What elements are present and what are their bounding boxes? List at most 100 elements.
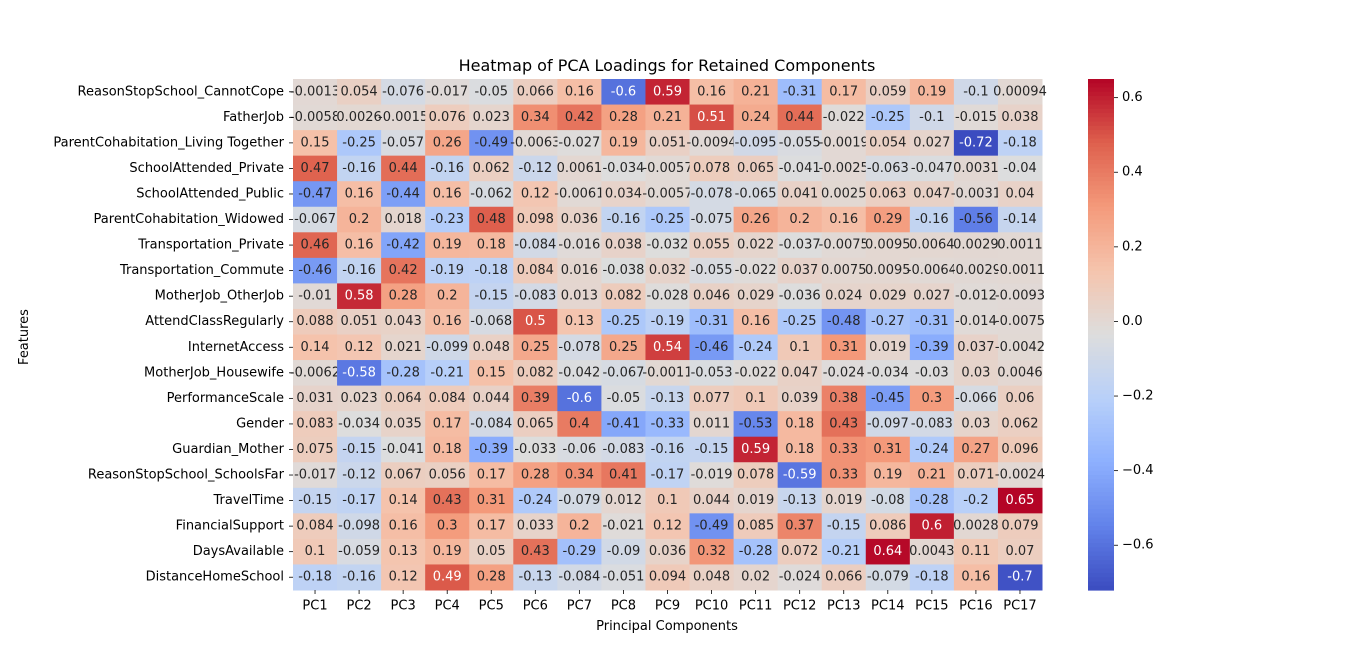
cell-value-label: -0.6 [611,84,636,99]
colorbar-segment [1088,466,1114,472]
chart-title: Heatmap of PCA Loadings for Retained Com… [459,56,876,75]
cell-value-label: -0.42 [386,238,420,253]
heatmap-cell [689,564,735,591]
heatmap-cell [513,308,558,335]
heatmap-cell [865,283,911,310]
colorbar-segment [1088,368,1114,374]
cell-value-label: -0.015 [955,110,997,125]
cell-value-label: -0.19 [651,314,685,329]
heatmap-cell [381,104,426,131]
cell-value-label: 0.2 [789,212,810,227]
cell-value-label: 0.029 [737,289,774,304]
colorbar-segment [1088,385,1114,391]
heatmap-cell [733,283,779,310]
cell-value-label: 0.19 [609,135,638,150]
heatmap-cell [601,79,646,106]
cell-value-label: 0.078 [693,161,730,176]
cell-value-label: 0.16 [741,314,770,329]
cell-value-label: 0.43 [829,416,858,431]
cell-value-label: 0.023 [473,110,510,125]
colorbar-segment [1088,185,1114,191]
cell-value-label: 0.023 [340,391,377,406]
row-label: ReasonStopSchool_SchoolsFar [88,468,285,483]
cell-value-label: 0.038 [605,238,642,253]
cell-value-label: 0.13 [389,544,418,559]
heatmap-cell [425,206,470,233]
heatmap-cell [865,257,911,284]
heatmap-cell [293,104,338,131]
heatmap-cell [733,360,779,387]
colorbar-segment [1088,526,1114,531]
heatmap-cell [513,181,558,208]
cell-value-label: -0.068 [470,314,512,329]
colorbar-segment [1088,462,1114,468]
colorbar-segment [1088,219,1114,225]
cell-value-label: 0.32 [697,544,726,559]
cell-value-label: 0.032 [649,263,686,278]
cell-value-label: -0.15 [298,493,332,508]
heatmap-cell [337,462,382,489]
cell-value-label: 0.075 [296,442,333,457]
heatmap-cell [425,155,470,182]
cell-value-label: 0.0031 [953,161,999,176]
cell-value-label: 0.21 [741,84,770,99]
heatmap-cell [821,411,867,438]
cell-value-label: -0.0064 [907,263,957,278]
heatmap-cell [821,334,867,361]
cell-value-label: 0.082 [517,365,554,380]
heatmap-cell [293,538,338,565]
row-label: Transportation_Private [137,238,284,253]
column-label: PC16 [959,599,992,614]
cell-value-label: 0.54 [653,340,682,355]
cell-value-label: -0.027 [558,135,600,150]
heatmap-cell [865,206,911,233]
heatmap-cell [733,130,779,157]
heatmap-cell [997,130,1043,157]
colorbar-segment [1088,317,1114,323]
heatmap-cell [777,79,823,106]
heatmap-cell [997,308,1043,335]
heatmap-cell [425,360,470,387]
cell-value-label: -0.022 [823,110,865,125]
heatmap-cell [469,155,514,182]
colorbar-segment [1088,432,1114,438]
cell-value-label: -0.33 [651,416,685,431]
heatmap-cell [953,462,999,489]
cell-value-label: 0.26 [741,212,770,227]
heatmap-cell [425,436,470,463]
cell-value-label: 0.0011 [997,238,1043,253]
heatmap-cell [821,181,867,208]
colorbar-segment [1088,147,1114,152]
heatmap-cell [293,487,338,514]
cell-value-label: -0.0093 [995,289,1045,304]
cell-value-label: 0.062 [1001,416,1038,431]
colorbar-segment [1088,334,1114,340]
heatmap-cell [777,130,823,157]
cell-value-label: -0.09 [607,544,641,559]
cell-value-label: -0.46 [298,263,332,278]
cell-value-label: -0.29 [563,544,597,559]
heatmap-cell [469,436,514,463]
heatmap-cell [953,513,999,540]
heatmap-cell [601,181,646,208]
heatmap-cell [469,487,514,514]
cell-value-label: -0.53 [739,416,773,431]
column-label: PC1 [302,599,327,614]
heatmap-cell [777,257,823,284]
cell-value-label: -0.18 [1003,135,1037,150]
cell-value-label: 0.26 [433,135,462,150]
heatmap-cell [557,206,602,233]
colorbar-tick-label: 0.4 [1122,165,1143,180]
heatmap-cell [557,385,602,412]
heatmap-cell [997,232,1043,259]
row-label: DaysAvailable [193,544,284,559]
heatmap-cell [953,360,999,387]
colorbar-segment [1088,125,1114,131]
cell-value-label: -0.04 [1003,161,1037,176]
colorbar-segment [1088,551,1114,557]
heatmap-cell [293,308,338,335]
heatmap-cell [381,487,426,514]
heatmap-cell [821,436,867,463]
colorbar-segment [1088,509,1114,514]
heatmap-cell [821,155,867,182]
